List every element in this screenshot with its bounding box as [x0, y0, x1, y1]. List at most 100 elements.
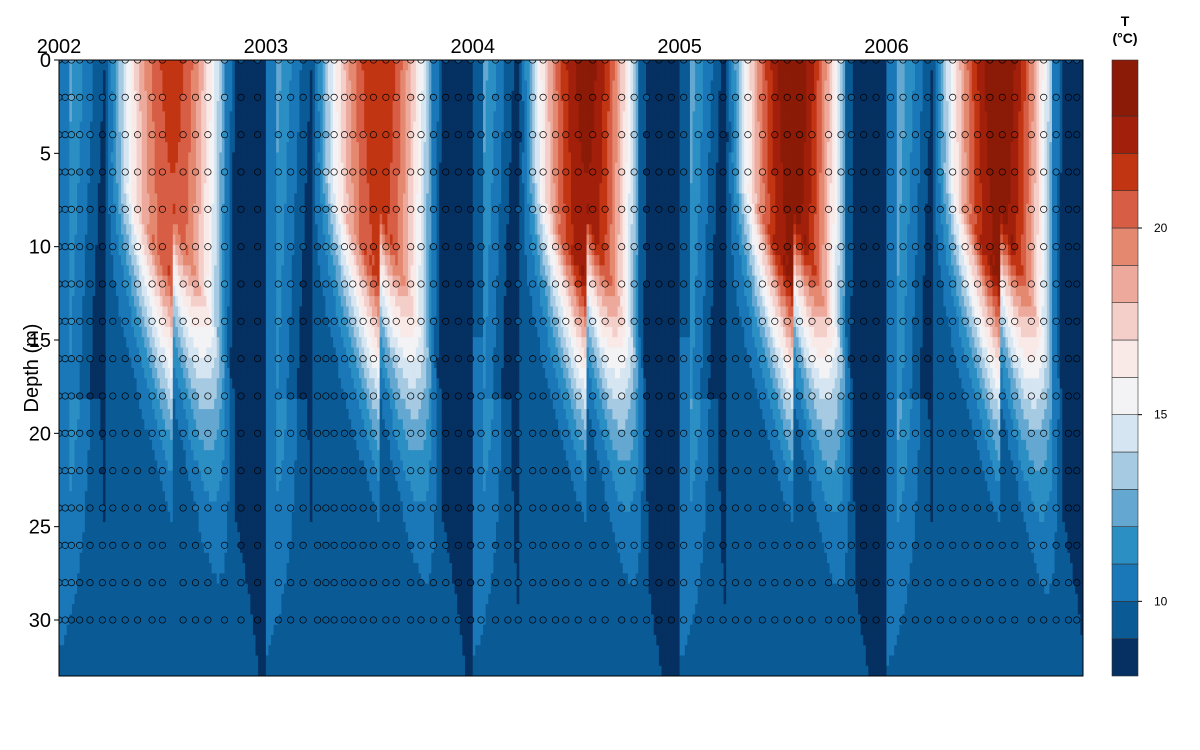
heatmap-cell	[61, 511, 65, 523]
heatmap-cell	[77, 419, 81, 431]
heatmap-cell	[149, 624, 153, 636]
heatmap-cell	[71, 162, 76, 174]
heatmap-cell	[95, 583, 99, 595]
heatmap-cell	[105, 398, 109, 410]
heatmap-cell	[167, 593, 171, 605]
heatmap-cell	[102, 409, 107, 420]
heatmap-cell	[188, 60, 192, 71]
heatmap-cell	[157, 398, 161, 410]
heatmap-cell	[196, 70, 200, 82]
heatmap-cell	[105, 419, 109, 431]
heatmap-cell	[71, 665, 76, 676]
heatmap-cell	[84, 101, 89, 112]
heatmap-cell	[61, 491, 65, 503]
heatmap-cell	[185, 306, 189, 318]
heatmap-cell	[74, 234, 78, 246]
heatmap-cell	[146, 357, 151, 369]
heatmap-cell	[133, 193, 138, 205]
heatmap-cell	[167, 604, 171, 615]
heatmap-cell	[149, 419, 153, 431]
heatmap-cell	[152, 563, 156, 574]
heatmap-cell	[152, 368, 156, 379]
heatmap-cell	[126, 634, 130, 646]
heatmap-cell	[203, 255, 207, 266]
heatmap-cell	[118, 306, 122, 318]
heatmap-cell	[131, 306, 135, 318]
heatmap-cell	[97, 563, 101, 574]
heatmap-cell	[95, 121, 99, 133]
heatmap-cell	[61, 522, 65, 533]
heatmap-cell	[92, 316, 96, 328]
heatmap-cell	[149, 491, 153, 503]
heatmap-cell	[141, 172, 145, 184]
heatmap-cell	[180, 347, 184, 359]
heatmap-cell	[87, 563, 91, 574]
heatmap-cell	[126, 398, 130, 410]
heatmap-cell	[183, 573, 187, 585]
heatmap-cell	[87, 172, 91, 184]
heatmap-cell	[84, 552, 89, 564]
heatmap-cell	[152, 532, 156, 544]
heatmap-cell	[141, 439, 145, 451]
heatmap-cell	[162, 306, 166, 318]
heatmap-cell	[172, 645, 176, 657]
heatmap-cell	[170, 70, 174, 82]
heatmap-cell	[77, 583, 81, 595]
heatmap-cell	[87, 583, 91, 595]
heatmap-cell	[115, 522, 120, 533]
heatmap-cell	[133, 522, 138, 533]
heatmap-cell	[146, 111, 151, 123]
heatmap-cell	[84, 275, 89, 287]
heatmap-cell	[190, 655, 195, 667]
heatmap-cell	[133, 121, 138, 133]
heatmap-cell	[66, 214, 70, 225]
heatmap-cell	[201, 593, 205, 605]
heatmap-cell	[157, 429, 161, 441]
heatmap-cell	[74, 665, 78, 676]
heatmap-cell	[108, 337, 112, 349]
heatmap-cell	[139, 398, 143, 410]
heatmap-cell	[66, 193, 70, 205]
heatmap-cell	[92, 357, 96, 369]
heatmap-cell	[100, 357, 104, 369]
heatmap-cell	[206, 522, 210, 533]
heatmap-cell	[198, 316, 202, 328]
heatmap-cell	[180, 665, 184, 676]
heatmap-cell	[201, 183, 205, 195]
heatmap-cell	[149, 552, 153, 564]
heatmap-cell	[157, 255, 161, 266]
heatmap-cell	[128, 409, 133, 420]
heatmap-cell	[113, 162, 117, 174]
heatmap-cell	[92, 522, 96, 533]
heatmap-cell	[110, 111, 114, 123]
heatmap-cell	[203, 460, 207, 472]
heatmap-cell	[152, 111, 156, 123]
heatmap-cell	[180, 645, 184, 657]
heatmap-cell	[90, 244, 94, 256]
heatmap-cell	[198, 542, 202, 554]
heatmap-cell	[201, 111, 205, 123]
heatmap-cell	[113, 480, 117, 492]
heatmap-cell	[167, 152, 171, 164]
heatmap-cell	[121, 604, 125, 615]
heatmap-cell	[121, 522, 125, 533]
heatmap-cell	[77, 244, 81, 256]
heatmap-cell	[170, 285, 174, 297]
heatmap-cell	[185, 563, 189, 574]
heatmap-cell	[105, 183, 109, 195]
heatmap-cell	[170, 275, 174, 287]
heatmap-cell	[95, 450, 99, 461]
heatmap-cell	[198, 368, 202, 379]
heatmap-cell	[159, 357, 164, 369]
heatmap-cell	[59, 101, 63, 112]
heatmap-cell	[162, 265, 166, 277]
heatmap-cell	[59, 409, 63, 420]
heatmap-cell	[149, 183, 153, 195]
heatmap-cell	[131, 347, 135, 359]
heatmap-cell	[105, 491, 109, 503]
heatmap-cell	[175, 593, 179, 605]
heatmap-cell	[82, 593, 86, 605]
heatmap-cell	[136, 244, 140, 256]
heatmap-cell	[146, 398, 151, 410]
heatmap-cell	[139, 480, 143, 492]
